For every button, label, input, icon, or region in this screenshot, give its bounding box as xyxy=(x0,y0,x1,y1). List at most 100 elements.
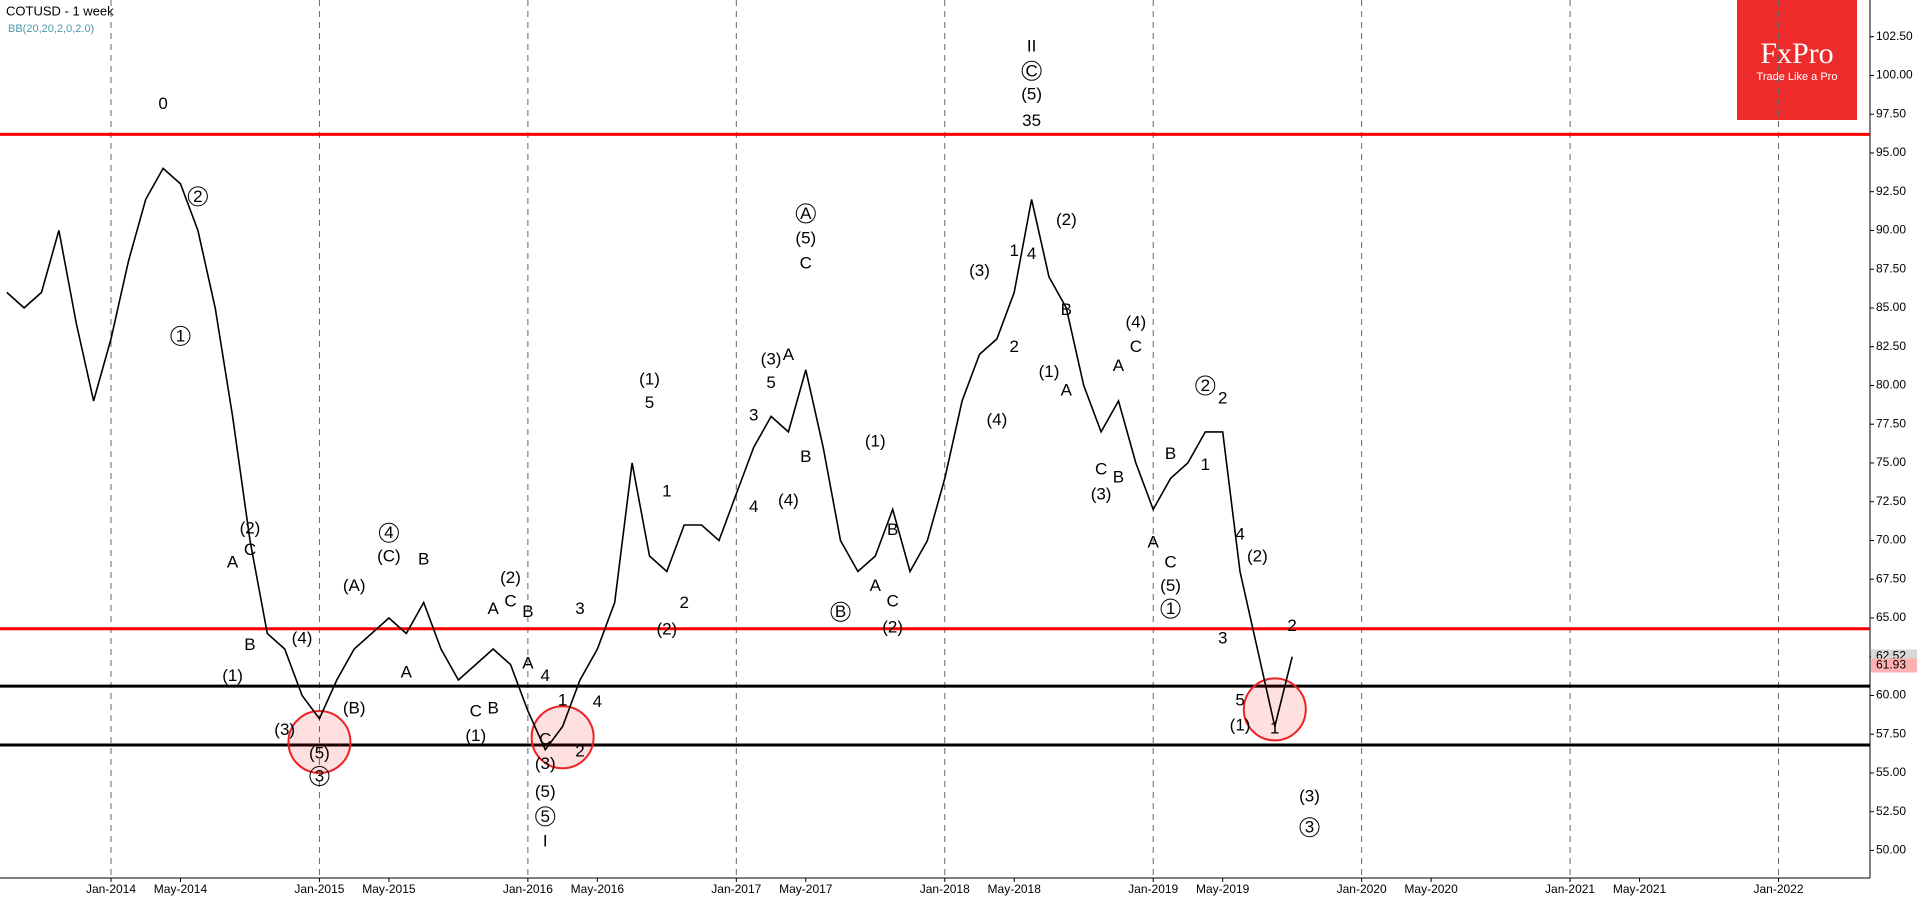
x-tick-label: Jan-2014 xyxy=(86,882,136,896)
wave-label: C xyxy=(1164,553,1176,572)
y-tick-label: 97.50 xyxy=(1876,106,1906,120)
wave-label: 4 xyxy=(541,666,550,685)
annotation-circle xyxy=(187,186,208,207)
wave-label: 3 xyxy=(1218,629,1227,648)
wave-label: B xyxy=(418,550,429,569)
wave-label: (5) xyxy=(535,782,556,801)
logo-name: FxPro xyxy=(1760,37,1833,70)
wave-label: 35 xyxy=(1022,111,1041,130)
chart-title: COTUSD - 1 week xyxy=(6,3,114,18)
wave-label: 2 xyxy=(1287,616,1296,635)
y-tick-label: 60.00 xyxy=(1876,688,1906,702)
price-label: 61.93 xyxy=(1876,658,1906,672)
wave-label: A xyxy=(487,599,499,618)
wave-label: (3) xyxy=(969,261,990,280)
annotation-circle xyxy=(795,203,816,224)
annotation-circle xyxy=(1021,60,1042,81)
wave-label: 5 xyxy=(541,807,550,826)
y-tick-label: 50.00 xyxy=(1876,843,1906,857)
annotation-circle xyxy=(309,766,330,787)
y-tick-label: 92.50 xyxy=(1876,184,1906,198)
wave-label: B xyxy=(244,635,255,654)
logo-box xyxy=(1737,0,1857,120)
wave-label: 1 xyxy=(662,481,671,500)
wave-label: (2) xyxy=(500,568,521,587)
y-tick-label: 102.50 xyxy=(1876,29,1913,43)
y-tick-label: 55.00 xyxy=(1876,765,1906,779)
wave-label: A xyxy=(783,345,795,364)
highlight-circle xyxy=(1242,677,1307,742)
wave-label: 2 xyxy=(193,187,202,206)
y-tick-label: 67.50 xyxy=(1876,571,1906,585)
x-tick-label: May-2016 xyxy=(571,882,625,896)
wave-label: (B) xyxy=(343,698,366,717)
wave-label: A xyxy=(870,576,882,595)
wave-label: C xyxy=(539,729,551,748)
wave-label: 3 xyxy=(315,767,324,786)
wave-label: II xyxy=(1027,36,1036,55)
wave-label: (1) xyxy=(1230,715,1251,734)
plot-area xyxy=(0,0,1870,878)
annotation-circle xyxy=(1160,598,1181,619)
y-tick-label: 95.00 xyxy=(1876,145,1906,159)
x-tick-label: Jan-2015 xyxy=(294,882,344,896)
x-tick-label: May-2018 xyxy=(988,882,1042,896)
x-tick-label: May-2014 xyxy=(154,882,208,896)
wave-label: (1) xyxy=(639,370,660,389)
wave-label: (C) xyxy=(377,546,401,565)
wave-label: (1) xyxy=(1039,362,1060,381)
y-tick-label: 85.00 xyxy=(1876,300,1906,314)
wave-label: (5) xyxy=(795,229,816,248)
y-tick-label: 52.50 xyxy=(1876,804,1906,818)
wave-label: 4 xyxy=(384,523,393,542)
wave-label: (1) xyxy=(222,666,243,685)
wave-label: (2) xyxy=(1056,210,1077,229)
x-tick-label: May-2021 xyxy=(1613,882,1667,896)
wave-label: 1 xyxy=(1270,718,1279,737)
x-tick-label: May-2020 xyxy=(1404,882,1458,896)
wave-label: 4 xyxy=(749,497,758,516)
wave-label: 1 xyxy=(558,691,567,710)
wave-label: C xyxy=(887,591,899,610)
x-tick-label: Jan-2018 xyxy=(920,882,970,896)
wave-label: (2) xyxy=(1247,546,1268,565)
y-tick-label: 100.00 xyxy=(1876,68,1913,82)
wave-label: B xyxy=(887,520,898,539)
wave-label: 5 xyxy=(766,373,775,392)
wave-label: (2) xyxy=(240,519,261,538)
wave-label: (5) xyxy=(309,743,330,762)
wave-label: B xyxy=(487,698,498,717)
y-tick-label: 80.00 xyxy=(1876,378,1906,392)
wave-label: 2 xyxy=(1218,388,1227,407)
y-tick-label: 87.50 xyxy=(1876,261,1906,275)
wave-label: B xyxy=(835,602,846,621)
annotation-circle xyxy=(1299,817,1320,838)
wave-label: 2 xyxy=(1010,337,1019,356)
x-tick-label: Jan-2022 xyxy=(1753,882,1803,896)
wave-label: 1 xyxy=(1201,455,1210,474)
wave-label: C xyxy=(470,701,482,720)
wave-label: 1 xyxy=(1166,599,1175,618)
wave-label: 2 xyxy=(679,593,688,612)
y-tick-label: 75.00 xyxy=(1876,455,1906,469)
wave-label: 0 xyxy=(158,94,167,113)
wave-label: 2 xyxy=(575,742,584,761)
y-tick-label: 65.00 xyxy=(1876,610,1906,624)
wave-label: C xyxy=(800,253,812,272)
wave-label: 1 xyxy=(1010,241,1019,260)
wave-label: A xyxy=(1061,381,1073,400)
y-tick-label: 70.00 xyxy=(1876,533,1906,547)
wave-label: A xyxy=(800,204,812,223)
wave-label: A xyxy=(1148,532,1160,551)
wave-label: C xyxy=(244,540,256,559)
wave-label: B xyxy=(1165,444,1176,463)
x-tick-label: Jan-2017 xyxy=(711,882,761,896)
wave-label: C xyxy=(1095,460,1107,479)
x-tick-label: May-2019 xyxy=(1196,882,1250,896)
wave-label: 4 xyxy=(1235,525,1244,544)
wave-label: A xyxy=(401,663,413,682)
wave-label: (2) xyxy=(882,618,903,637)
x-tick-label: May-2015 xyxy=(362,882,416,896)
